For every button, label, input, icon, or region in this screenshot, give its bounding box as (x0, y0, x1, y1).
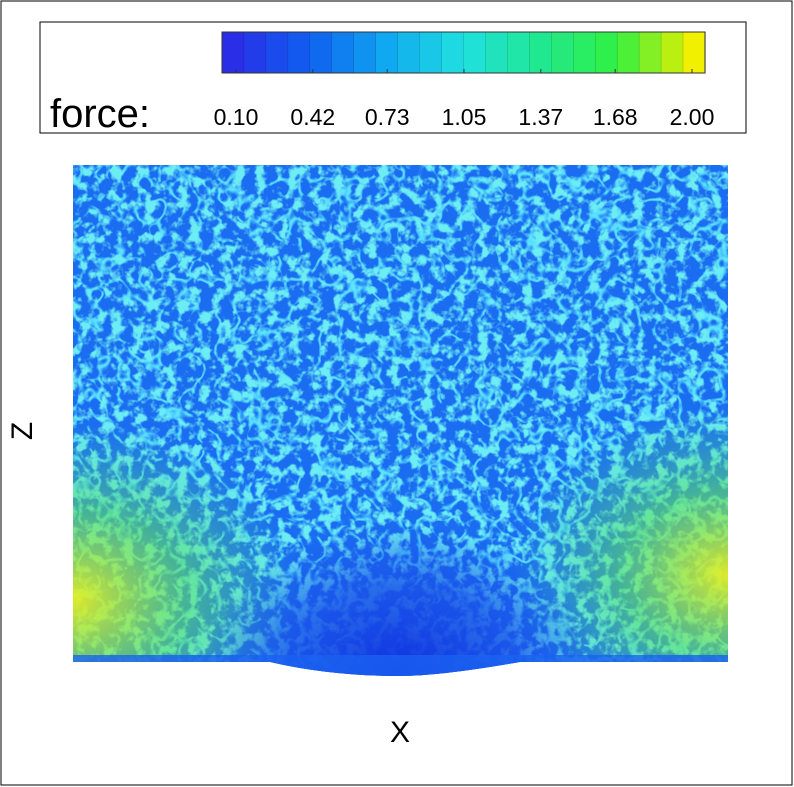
colorbar-band (243, 31, 267, 74)
colorbar-band (507, 31, 531, 74)
colorbar-band (594, 31, 618, 74)
colorbar-band (463, 31, 487, 74)
colorbar-band (616, 31, 640, 74)
colorbar-band (221, 31, 245, 74)
colorbar-band (353, 31, 377, 74)
colorbar-tick-label: 1.37 (518, 104, 563, 130)
colorbar-label: force: (50, 92, 150, 136)
colorbar-band (573, 31, 596, 74)
colorbar-band (638, 31, 662, 74)
colorbar-band (265, 31, 289, 74)
colorbar-tick-label: 0.10 (214, 104, 259, 130)
colorbar-band (375, 31, 399, 74)
colorbar: 0.10 0.42 0.73 1.05 1.37 1.68 2.00 (214, 31, 715, 130)
colorbar-band (441, 31, 465, 74)
colorbar-band (660, 31, 684, 74)
force-field (73, 165, 728, 676)
colorbar-band (309, 31, 333, 74)
colorbar-band (529, 31, 553, 74)
colorbar-tick-label: 2.00 (670, 104, 715, 130)
colorbar-band (419, 31, 443, 74)
colorbar-band (682, 31, 706, 74)
colorbar-band (397, 31, 421, 74)
colorbar-tick-label: 1.05 (442, 104, 487, 130)
colorbar-tick-label: 0.73 (365, 104, 410, 130)
y-axis-label: Z (6, 422, 39, 440)
colorbar-band (551, 31, 575, 74)
colorbar-tick-label: 1.68 (593, 104, 638, 130)
colorbar-tick-label: 0.42 (290, 104, 335, 130)
x-axis-label: X (390, 716, 410, 749)
colorbar-band (331, 31, 355, 74)
colorbar-band (485, 31, 509, 74)
colorbar-band (287, 31, 311, 74)
